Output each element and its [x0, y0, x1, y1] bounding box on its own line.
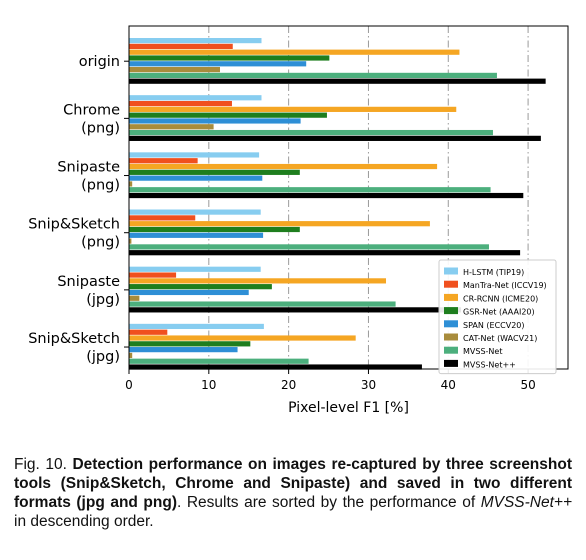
- bar: [129, 215, 196, 221]
- bar: [129, 341, 251, 347]
- bar: [129, 307, 462, 313]
- y-tick-label: origin: [79, 54, 120, 70]
- legend-label: GSR-Net (AAAI20): [463, 308, 535, 317]
- bar: [129, 129, 493, 136]
- bar: [129, 158, 198, 164]
- bar: [129, 352, 133, 359]
- bar: [129, 163, 438, 170]
- bar: [129, 95, 262, 101]
- y-tick-label: (png): [81, 120, 120, 136]
- bar: [129, 181, 133, 187]
- legend-swatch: [444, 320, 458, 328]
- x-tick-label: 30: [361, 378, 376, 392]
- x-tick-label: 20: [281, 378, 296, 392]
- bar: [129, 118, 301, 124]
- legend-label: SPAN (ECCV20): [463, 321, 525, 330]
- bar: [129, 106, 457, 112]
- bar: [129, 112, 327, 118]
- caption-bold-text: Detection performance on images re-captu…: [14, 456, 572, 511]
- y-tick-label: Chrome: [63, 102, 120, 118]
- bar: [129, 295, 140, 301]
- bar-chart: 0 10 20 30 40 50 origin Chrome (png) Snipaste (pn…: [28, 25, 569, 416]
- bars: [129, 38, 546, 370]
- bar: [129, 124, 214, 130]
- legend-swatch: [444, 267, 458, 275]
- bar: [129, 67, 220, 73]
- y-tick-label: (jpg): [86, 292, 120, 308]
- figure-caption: Fig. 10. Detection performance on images…: [14, 455, 572, 531]
- bar: [129, 187, 491, 193]
- bar: [129, 250, 521, 256]
- x-tick-label: 40: [441, 378, 456, 392]
- legend-label: MVSS-Net++: [463, 360, 516, 369]
- x-tick-label: 50: [520, 378, 535, 392]
- bar: [129, 244, 489, 250]
- y-axis: origin Chrome (png) Snipaste (png) Snip&Sketc…: [28, 54, 129, 365]
- bar: [129, 78, 546, 84]
- bar: [129, 209, 261, 215]
- bar: [129, 169, 300, 175]
- bar: [129, 289, 249, 296]
- bar: [129, 301, 396, 307]
- plot-frame: [128, 25, 569, 370]
- legend-label: ManTra-Net (ICCV19): [463, 281, 547, 290]
- caption-text: . Results are sorted by the performance …: [177, 494, 481, 511]
- bar: [129, 329, 168, 335]
- bar: [129, 55, 330, 61]
- bar: [129, 61, 307, 67]
- bar: [129, 192, 524, 199]
- bar: [129, 152, 260, 158]
- legend-label: CR-RCNN (ICME20): [463, 294, 538, 303]
- bar: [129, 347, 238, 353]
- bar: [129, 38, 262, 44]
- legend-swatch: [444, 346, 458, 354]
- legend: H-LSTM (TIP19) ManTra-Net (ICCV19) CR-RCNN…: [438, 259, 557, 375]
- y-tick-label: (png): [81, 178, 120, 194]
- bar: [129, 335, 356, 341]
- bar: [129, 43, 233, 49]
- bar: [129, 100, 232, 107]
- bar: [129, 226, 300, 233]
- legend-box: [438, 259, 557, 375]
- legend-swatch: [444, 333, 458, 341]
- legend-label: H-LSTM (TIP19): [463, 268, 524, 277]
- legend-swatch: [444, 293, 458, 301]
- x-axis: 0 10 20 30 40 50: [125, 369, 536, 392]
- y-tick-label: Snip&Sketch: [28, 331, 120, 347]
- y-tick-label: Snipaste: [57, 160, 120, 176]
- caption-label: Fig. 10.: [14, 456, 73, 473]
- y-tick-label: (png): [81, 235, 120, 251]
- bar: [129, 72, 497, 78]
- bar: [129, 364, 422, 370]
- bar: [129, 272, 177, 278]
- bar: [129, 278, 387, 284]
- legend-swatch: [444, 307, 458, 315]
- bar: [129, 238, 132, 244]
- bar: [129, 232, 264, 238]
- caption-text-end: in descending order.: [14, 513, 154, 530]
- bar: [129, 323, 264, 330]
- bar: [129, 221, 430, 227]
- y-tick-label: Snipaste: [57, 274, 120, 290]
- x-tick-label: 0: [125, 378, 133, 392]
- y-tick-label: (jpg): [86, 349, 120, 365]
- legend-label: CAT-Net (WACV21): [463, 334, 537, 343]
- bar: [129, 175, 263, 181]
- legend-swatch: [444, 280, 458, 288]
- x-tick-label: 10: [201, 378, 216, 392]
- bar: [129, 135, 541, 141]
- bar: [129, 358, 309, 364]
- bar: [129, 49, 460, 55]
- bar: [129, 266, 261, 272]
- caption-italic-text: MVSS-Net++: [480, 494, 573, 511]
- bar: [129, 284, 272, 290]
- y-tick-label: Snip&Sketch: [28, 217, 120, 233]
- legend-swatch: [444, 359, 458, 367]
- legend-label: MVSS-Net: [463, 347, 502, 356]
- x-axis-label: Pixel-level F1 [%]: [288, 400, 409, 416]
